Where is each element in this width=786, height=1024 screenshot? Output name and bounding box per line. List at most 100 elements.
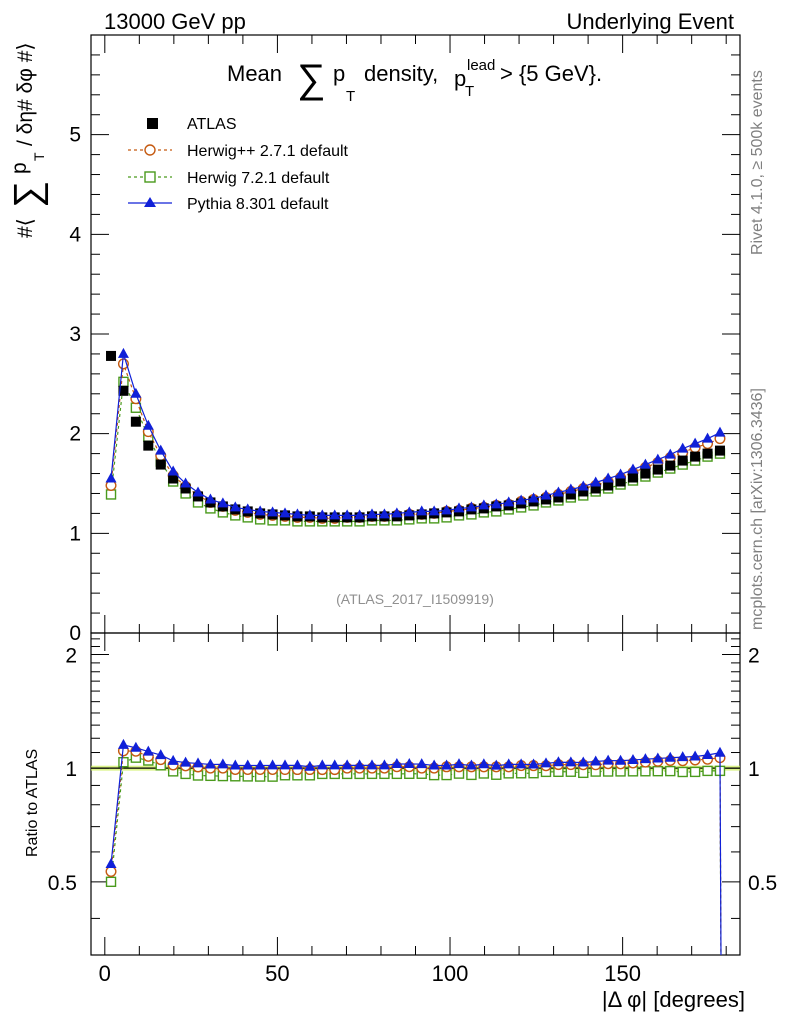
point-pythia-8-301-default xyxy=(503,496,515,507)
point-pythia-8-301-default xyxy=(366,508,378,519)
ratio-point-pythia-8-301-default xyxy=(167,754,179,765)
ratio-point-pythia-8-301-default xyxy=(664,751,676,762)
ratio-point-herwig-7-2-1-default xyxy=(702,765,713,777)
point-pythia-8-301-default xyxy=(316,509,328,520)
point-pythia-8-301-default xyxy=(453,502,465,513)
point-pythia-8-301-default xyxy=(552,486,564,497)
point-pythia-8-301-default xyxy=(329,509,341,520)
ratio-point-pythia-8-301-default xyxy=(577,756,589,767)
mcplots-credit-label: mcplots.cern.ch [arXiv:1306.3436] xyxy=(749,388,766,630)
point-pythia-8-301-default xyxy=(416,505,428,516)
point-pythia-8-301-default xyxy=(291,508,303,519)
ratio-point-pythia-8-301-default xyxy=(354,759,366,770)
x-tick-label: 0 xyxy=(99,961,111,986)
ratio-series-pythia-8-301-default xyxy=(105,738,726,956)
ratio-point-pythia-8-301-default xyxy=(204,758,216,769)
title-p2-subscript: T xyxy=(465,83,474,100)
main-plot-title: Mean ∑ p T density, p lead T > {5 GeV}. xyxy=(227,57,602,105)
point-pythia-8-301-default xyxy=(689,437,701,448)
ratio-point-pythia-8-301-default xyxy=(540,757,552,768)
main-y-tick-labels: 0 1 2 3 4 5 xyxy=(69,124,81,645)
ylabel-p-subscript: T xyxy=(31,152,47,161)
ratio-point-pythia-8-301-default xyxy=(155,749,167,760)
ratio-line-herwig-7-2-1-default xyxy=(110,757,722,956)
point-pythia-8-301-default xyxy=(192,486,204,497)
series-herwig-7-2-1-default xyxy=(105,376,726,527)
point-pythia-8-301-default xyxy=(677,442,689,453)
point-atlas xyxy=(640,468,651,479)
point-pythia-8-301-default xyxy=(565,483,577,494)
legend: ATLAS Herwig++ 2.7.1 default Herwig 7.2.… xyxy=(128,116,349,213)
ratio-point-herwig-7-2-1-default xyxy=(652,765,664,777)
main-series-group xyxy=(105,347,726,527)
ratio-point-pythia-8-301-default xyxy=(714,746,726,757)
legend-label-pythia: Pythia 8.301 default xyxy=(187,196,329,213)
ratio-point-pythia-8-301-default xyxy=(416,758,428,769)
ratio-point-pythia-8-301-default xyxy=(229,759,241,770)
ratio-y-axis-label: Ratio to ATLAS xyxy=(24,749,41,857)
point-pythia-8-301-default xyxy=(615,468,627,479)
x-tick-label: 150 xyxy=(604,961,641,986)
ratio-point-pythia-8-301-default xyxy=(378,759,390,770)
title-p-subscript: T xyxy=(346,88,355,105)
point-pythia-8-301-default xyxy=(354,509,366,520)
point-atlas xyxy=(578,486,589,497)
rivet-version-label: Rivet 4.1.0, ≥ 500k events xyxy=(749,70,766,255)
point-pythia-8-301-default xyxy=(117,347,129,358)
header-process: Underlying Event xyxy=(566,9,734,34)
point-atlas xyxy=(714,445,725,456)
main-y-tick-label: 0 xyxy=(69,622,81,645)
point-atlas xyxy=(180,483,191,494)
point-pythia-8-301-default xyxy=(441,504,453,515)
ratio-point-herwig-7-2-1-default xyxy=(105,876,117,888)
ratio-point-pythia-8-301-default xyxy=(652,752,664,763)
point-pythia-8-301-default xyxy=(403,506,415,517)
point-atlas xyxy=(130,416,141,427)
ratio-point-pythia-8-301-default xyxy=(242,759,254,770)
point-atlas xyxy=(168,473,179,484)
ratio-series-group xyxy=(105,738,726,956)
ratio-point-pythia-8-301-default xyxy=(453,758,465,769)
point-atlas xyxy=(677,455,688,466)
point-pythia-8-301-default xyxy=(105,472,117,483)
ratio-point-herwig-7-2-1-default xyxy=(677,766,688,778)
ratio-series-herwig-7-2-1-default xyxy=(105,752,726,956)
ratio-line-herwig-2-7-1-default xyxy=(110,750,722,956)
ratio-point-pythia-8-301-default xyxy=(105,857,117,868)
x-axis-tick-labels: 0 50 100 150 xyxy=(99,961,641,986)
ratio-point-pythia-8-301-default xyxy=(478,758,490,769)
title-density: density, xyxy=(364,61,438,86)
ratio-point-pythia-8-301-default xyxy=(291,759,303,770)
ratio-point-pythia-8-301-default xyxy=(702,749,714,760)
point-pythia-8-301-default xyxy=(627,463,639,474)
ratio-point-pythia-8-301-default xyxy=(192,757,204,768)
main-y-tick-label: 5 xyxy=(69,124,81,147)
point-pythia-8-301-default xyxy=(428,505,440,516)
ratio-point-pythia-8-301-default xyxy=(615,754,627,765)
point-pythia-8-301-default xyxy=(267,506,279,517)
ratio-point-herwig-7-2-1-default xyxy=(665,765,676,777)
point-pythia-8-301-default xyxy=(528,492,540,503)
title-sum-symbol: ∑ xyxy=(297,57,326,101)
point-pythia-8-301-default xyxy=(391,507,403,518)
point-atlas xyxy=(118,385,129,396)
point-pythia-8-301-default xyxy=(142,419,154,430)
ratio-point-pythia-8-301-default xyxy=(515,758,527,769)
ratio-point-pythia-8-301-default xyxy=(366,759,378,770)
point-atlas xyxy=(590,483,601,494)
ylabel-sum-symbol: ∑ xyxy=(7,181,49,208)
ratio-y-tick-label: 0.5 xyxy=(48,872,77,895)
point-pythia-8-301-default xyxy=(254,505,266,516)
ratio-y-tick-label: 2 xyxy=(65,644,77,667)
point-pythia-8-301-default xyxy=(577,480,589,491)
ratio-axis-ticks xyxy=(91,35,740,955)
point-atlas xyxy=(665,460,676,471)
ratio-point-pythia-8-301-default xyxy=(329,759,341,770)
title-cut: > {5 GeV}. xyxy=(500,61,602,86)
ratio-point-pythia-8-301-default xyxy=(627,753,639,764)
point-pythia-8-301-default xyxy=(639,458,651,469)
point-pythia-8-301-default xyxy=(490,498,502,509)
point-atlas xyxy=(652,464,663,475)
point-pythia-8-301-default xyxy=(155,444,167,455)
